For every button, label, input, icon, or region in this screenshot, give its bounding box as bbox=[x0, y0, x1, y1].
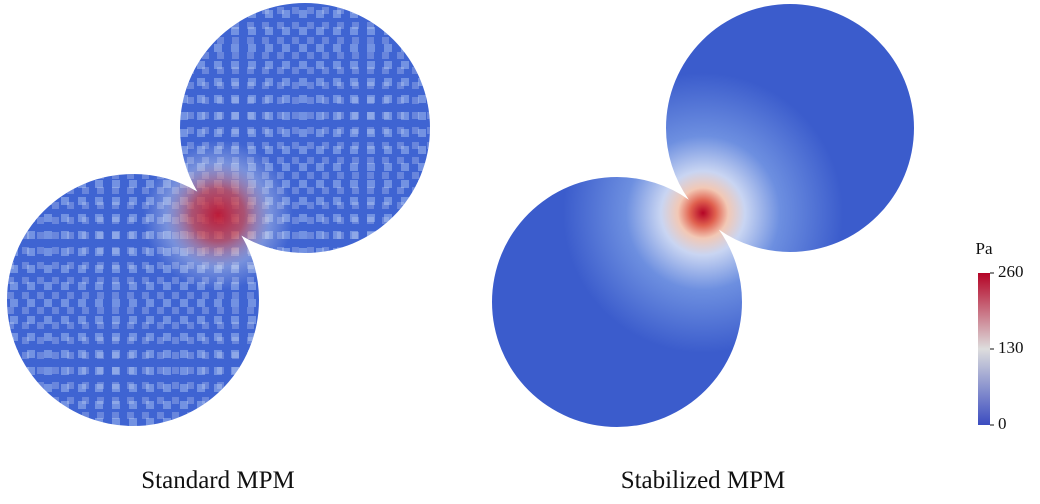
caption: Standard MPM bbox=[141, 467, 294, 494]
colorbar-label: Pa bbox=[976, 239, 993, 258]
colorbar-tick-label: 0 bbox=[998, 414, 1007, 433]
colorbar-tick-label: 130 bbox=[998, 338, 1024, 357]
colorbar-tick-label: 260 bbox=[998, 262, 1024, 281]
colorbar: Pa 0 130 260 bbox=[976, 239, 1024, 433]
caption: Stabilized MPM bbox=[621, 467, 786, 494]
standard-mpm-render bbox=[7, 3, 430, 426]
stabilized-mpm-render bbox=[492, 4, 914, 427]
colorbar-scale bbox=[978, 273, 990, 425]
